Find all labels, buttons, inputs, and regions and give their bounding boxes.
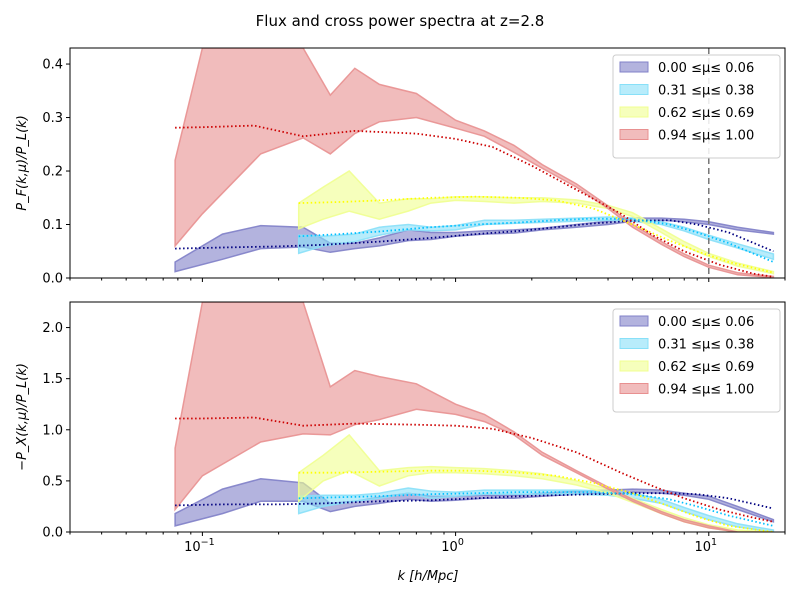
cross-band-2 xyxy=(297,433,774,532)
legend-swatch-2 xyxy=(619,106,649,118)
cross-ytick-label: 0.0 xyxy=(42,526,63,541)
legend-label-1: 0.31 ≤μ≤ 0.38 xyxy=(658,84,754,99)
cross-frame xyxy=(69,301,786,533)
legend-swatch-0 xyxy=(619,61,649,73)
flux-model-line-3 xyxy=(175,124,774,278)
legend-swatch-1 xyxy=(619,338,649,349)
cross-y-axis-label: −P_X(k,μ)/P_L(k) xyxy=(15,363,30,471)
flux-ytick-label: 0.2 xyxy=(42,165,63,180)
flux-frame xyxy=(69,47,786,279)
cross-ytick-label: 2.0 xyxy=(42,321,63,336)
legend-swatch-3 xyxy=(619,129,649,140)
cross-model-line-3 xyxy=(175,416,774,523)
flux-plot-area xyxy=(174,48,775,278)
flux-legend: 0.00 ≤μ≤ 0.06 0.31 ≤μ≤ 0.38 0.62 ≤μ≤ 0.69 0… xyxy=(612,54,781,159)
cross-model-line-2 xyxy=(298,469,774,532)
legend-label-0: 0.00 ≤μ≤ 0.06 xyxy=(658,315,754,330)
cross-band-1 xyxy=(297,487,775,532)
flux-legend-box xyxy=(612,54,781,159)
cross-plot-area xyxy=(174,302,775,532)
xtick-label: 100 xyxy=(441,537,464,555)
legend-swatch-0 xyxy=(619,315,649,327)
flux-ytick-label: 0.1 xyxy=(42,218,63,233)
legend-label-0: 0.00 ≤μ≤ 0.06 xyxy=(658,61,754,76)
flux-panel: 0.0 0.1 0.2 0.3 0.4 0.00 ≤μ≤ 0.06 0.31 ≤μ≤ 0.3… xyxy=(42,47,786,287)
chart-title: Flux and cross power spectra at z=2.8 xyxy=(256,12,545,30)
flux-model-line-2 xyxy=(298,195,774,274)
xtick-label: 10−1 xyxy=(184,537,215,555)
legend-label-2: 0.62 ≤μ≤ 0.69 xyxy=(658,360,754,375)
legend-swatch-1 xyxy=(619,84,649,95)
cross-panel: 0.0 0.5 1.0 1.5 2.0 0.00 ≤μ≤ 0.06 0.31 ≤μ≤ 0.3… xyxy=(42,301,786,541)
flux-y-axis-label: P_F(k,μ)/P_L(k) xyxy=(15,115,30,211)
legend-label-1: 0.31 ≤μ≤ 0.38 xyxy=(658,338,754,353)
flux-model-line-1 xyxy=(298,217,774,263)
legend-swatch-3 xyxy=(619,383,649,394)
cross-band-3 xyxy=(174,302,774,532)
cross-model-line-0 xyxy=(175,492,774,510)
cross-ytick-label: 1.5 xyxy=(42,372,63,387)
cross-legend-box xyxy=(612,308,781,413)
flux-ytick-label: 0.0 xyxy=(42,272,63,287)
cross-legend: 0.00 ≤μ≤ 0.06 0.31 ≤μ≤ 0.38 0.62 ≤μ≤ 0.69 0… xyxy=(612,308,781,413)
x-axis-label: k [h/Mpc] xyxy=(397,569,458,584)
xtick-label: 101 xyxy=(694,537,717,555)
cross-ytick-label: 1.0 xyxy=(42,423,63,438)
x-axis: 10−1 100 101 xyxy=(184,537,717,555)
flux-ytick-label: 0.3 xyxy=(42,111,63,126)
flux-ytick-label: 0.4 xyxy=(42,58,63,73)
legend-label-3: 0.94 ≤μ≤ 1.00 xyxy=(658,129,754,144)
legend-label-2: 0.62 ≤μ≤ 0.69 xyxy=(658,106,754,121)
legend-label-3: 0.94 ≤μ≤ 1.00 xyxy=(658,383,754,398)
cross-model-line-1 xyxy=(298,491,774,527)
legend-swatch-2 xyxy=(619,360,649,372)
cross-ytick-label: 0.5 xyxy=(42,474,63,489)
